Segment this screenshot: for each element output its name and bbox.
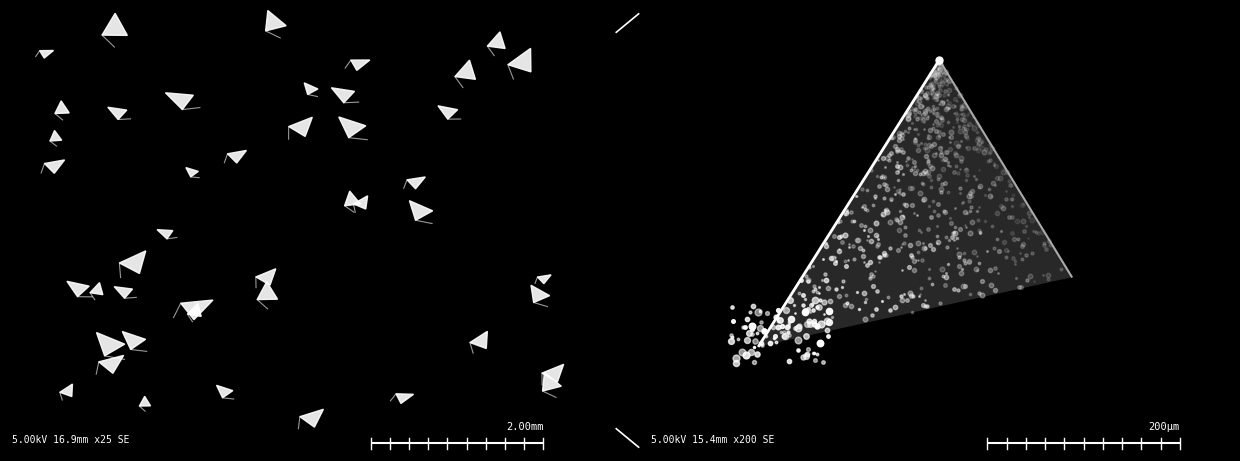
Polygon shape [186, 167, 198, 177]
Polygon shape [487, 32, 505, 48]
Polygon shape [55, 101, 69, 113]
Polygon shape [91, 283, 103, 295]
Polygon shape [409, 201, 433, 220]
Text: 5.00kV 15.4mm x200 SE: 5.00kV 15.4mm x200 SE [651, 435, 774, 445]
Polygon shape [119, 251, 146, 273]
Polygon shape [157, 230, 172, 239]
Polygon shape [114, 287, 133, 298]
Polygon shape [351, 60, 370, 71]
Polygon shape [300, 409, 324, 427]
Polygon shape [542, 364, 564, 382]
Text: 2.00mm: 2.00mm [506, 422, 543, 432]
Polygon shape [50, 130, 62, 141]
Polygon shape [123, 331, 145, 349]
Polygon shape [102, 13, 128, 35]
Polygon shape [407, 177, 425, 189]
Polygon shape [289, 117, 312, 136]
Polygon shape [396, 394, 413, 403]
Polygon shape [438, 106, 458, 119]
Polygon shape [108, 107, 126, 119]
Polygon shape [227, 150, 247, 163]
Polygon shape [265, 11, 286, 31]
Polygon shape [537, 275, 551, 284]
Polygon shape [255, 269, 275, 285]
Polygon shape [139, 396, 150, 406]
Polygon shape [339, 117, 366, 138]
Polygon shape [181, 300, 213, 319]
Polygon shape [67, 281, 89, 297]
Polygon shape [165, 93, 193, 110]
Polygon shape [470, 331, 487, 349]
Polygon shape [353, 196, 367, 209]
Polygon shape [345, 191, 361, 206]
Polygon shape [187, 303, 201, 316]
Polygon shape [40, 50, 53, 58]
Polygon shape [257, 282, 278, 300]
Polygon shape [60, 384, 72, 396]
Polygon shape [531, 285, 549, 302]
Polygon shape [304, 83, 317, 95]
Polygon shape [759, 60, 1071, 346]
Polygon shape [455, 60, 475, 79]
Text: 5.00kV 16.9mm x25 SE: 5.00kV 16.9mm x25 SE [12, 435, 130, 445]
Polygon shape [217, 385, 233, 398]
Polygon shape [508, 48, 531, 72]
Polygon shape [97, 332, 125, 356]
Polygon shape [331, 88, 355, 103]
Polygon shape [45, 160, 64, 173]
Polygon shape [543, 372, 562, 391]
Text: 200μm: 200μm [1148, 422, 1180, 432]
Polygon shape [99, 355, 124, 373]
